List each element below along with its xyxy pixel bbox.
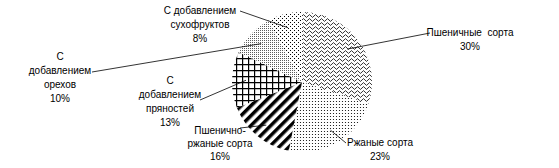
label-line: ржаные сорта <box>188 138 253 149</box>
slice-label: С добавлением сухофруктов <box>164 5 237 30</box>
data-label: 13% <box>160 117 180 128</box>
leader-line <box>347 33 430 49</box>
label-line: С добавлением <box>164 5 237 16</box>
labels: Пшеничные сорта 30% Ржаные сорта 23% Пшеничн… <box>29 5 514 162</box>
data-label: 30% <box>460 41 480 52</box>
label-line: орехов <box>44 79 76 90</box>
slice-label: Ржаные сорта <box>347 137 413 148</box>
data-label: 10% <box>50 93 70 104</box>
slice-label: Пшеничные сорта <box>427 27 514 38</box>
slice-label: Сдобавлением орехов <box>29 51 92 90</box>
label-line: Ржаные сорта <box>347 137 413 148</box>
pie <box>232 12 372 152</box>
label-line: пряностей <box>146 103 194 114</box>
leader-line <box>331 130 346 143</box>
label-line: Пшенично- <box>194 125 246 136</box>
data-label: 8% <box>193 33 208 44</box>
plot-area <box>232 12 372 152</box>
leader-line <box>240 11 288 28</box>
label-line: добавлением <box>139 89 202 100</box>
slice-label: Сдобавлением пряностей <box>139 75 202 114</box>
data-label: 16% <box>210 151 230 162</box>
label-line: Пшеничные сорта <box>427 27 514 38</box>
leader-line <box>200 80 246 100</box>
label-line: С <box>166 75 173 86</box>
label-line: С <box>56 51 63 62</box>
slice-label: Пшенично-ржаные сорта <box>188 125 253 149</box>
leader-line <box>92 44 261 72</box>
label-line: добавлением <box>29 65 92 76</box>
label-line: сухофруктов <box>171 19 230 30</box>
chart: Пшеничные сорта 30% Ржаные сорта 23% Пшеничн… <box>0 0 559 168</box>
data-label: 23% <box>370 151 390 162</box>
